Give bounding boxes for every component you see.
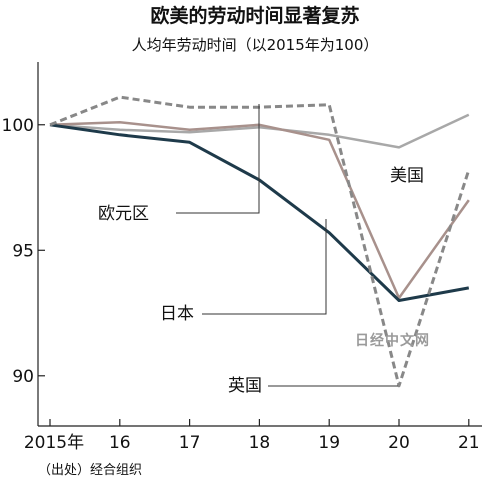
x-tick-label: 20: [388, 433, 410, 453]
source-note: （出处）经合组织: [38, 463, 142, 478]
chart-title: 欧美的劳动时间显著复苏: [150, 4, 359, 27]
x-tick-label: 2015年: [24, 433, 84, 453]
leader-line: [202, 219, 327, 315]
chart-subtitle: 人均年劳动时间（以2015年为100）: [132, 36, 379, 54]
series-label: 欧元区: [98, 204, 149, 224]
y-tick-label: 95: [12, 241, 34, 261]
x-tick-label: 19: [318, 433, 340, 453]
x-tick-label: 18: [249, 433, 271, 453]
axes: 90 95 100 2015年 16 17 18 19 20 21: [2, 62, 482, 453]
x-tick-label: 16: [109, 433, 131, 453]
leader-lines: [176, 104, 398, 387]
x-tick-label: 17: [179, 433, 201, 453]
series-label: 日本: [160, 304, 194, 324]
y-tick-label: 100: [2, 116, 34, 136]
leader-line: [176, 104, 260, 214]
y-tick-label: 90: [12, 367, 34, 387]
x-tick-label: 21: [458, 433, 480, 453]
series-label: 美国: [390, 166, 424, 186]
watermark: 日经中文网: [355, 332, 430, 349]
series-label: 英国: [228, 376, 262, 396]
